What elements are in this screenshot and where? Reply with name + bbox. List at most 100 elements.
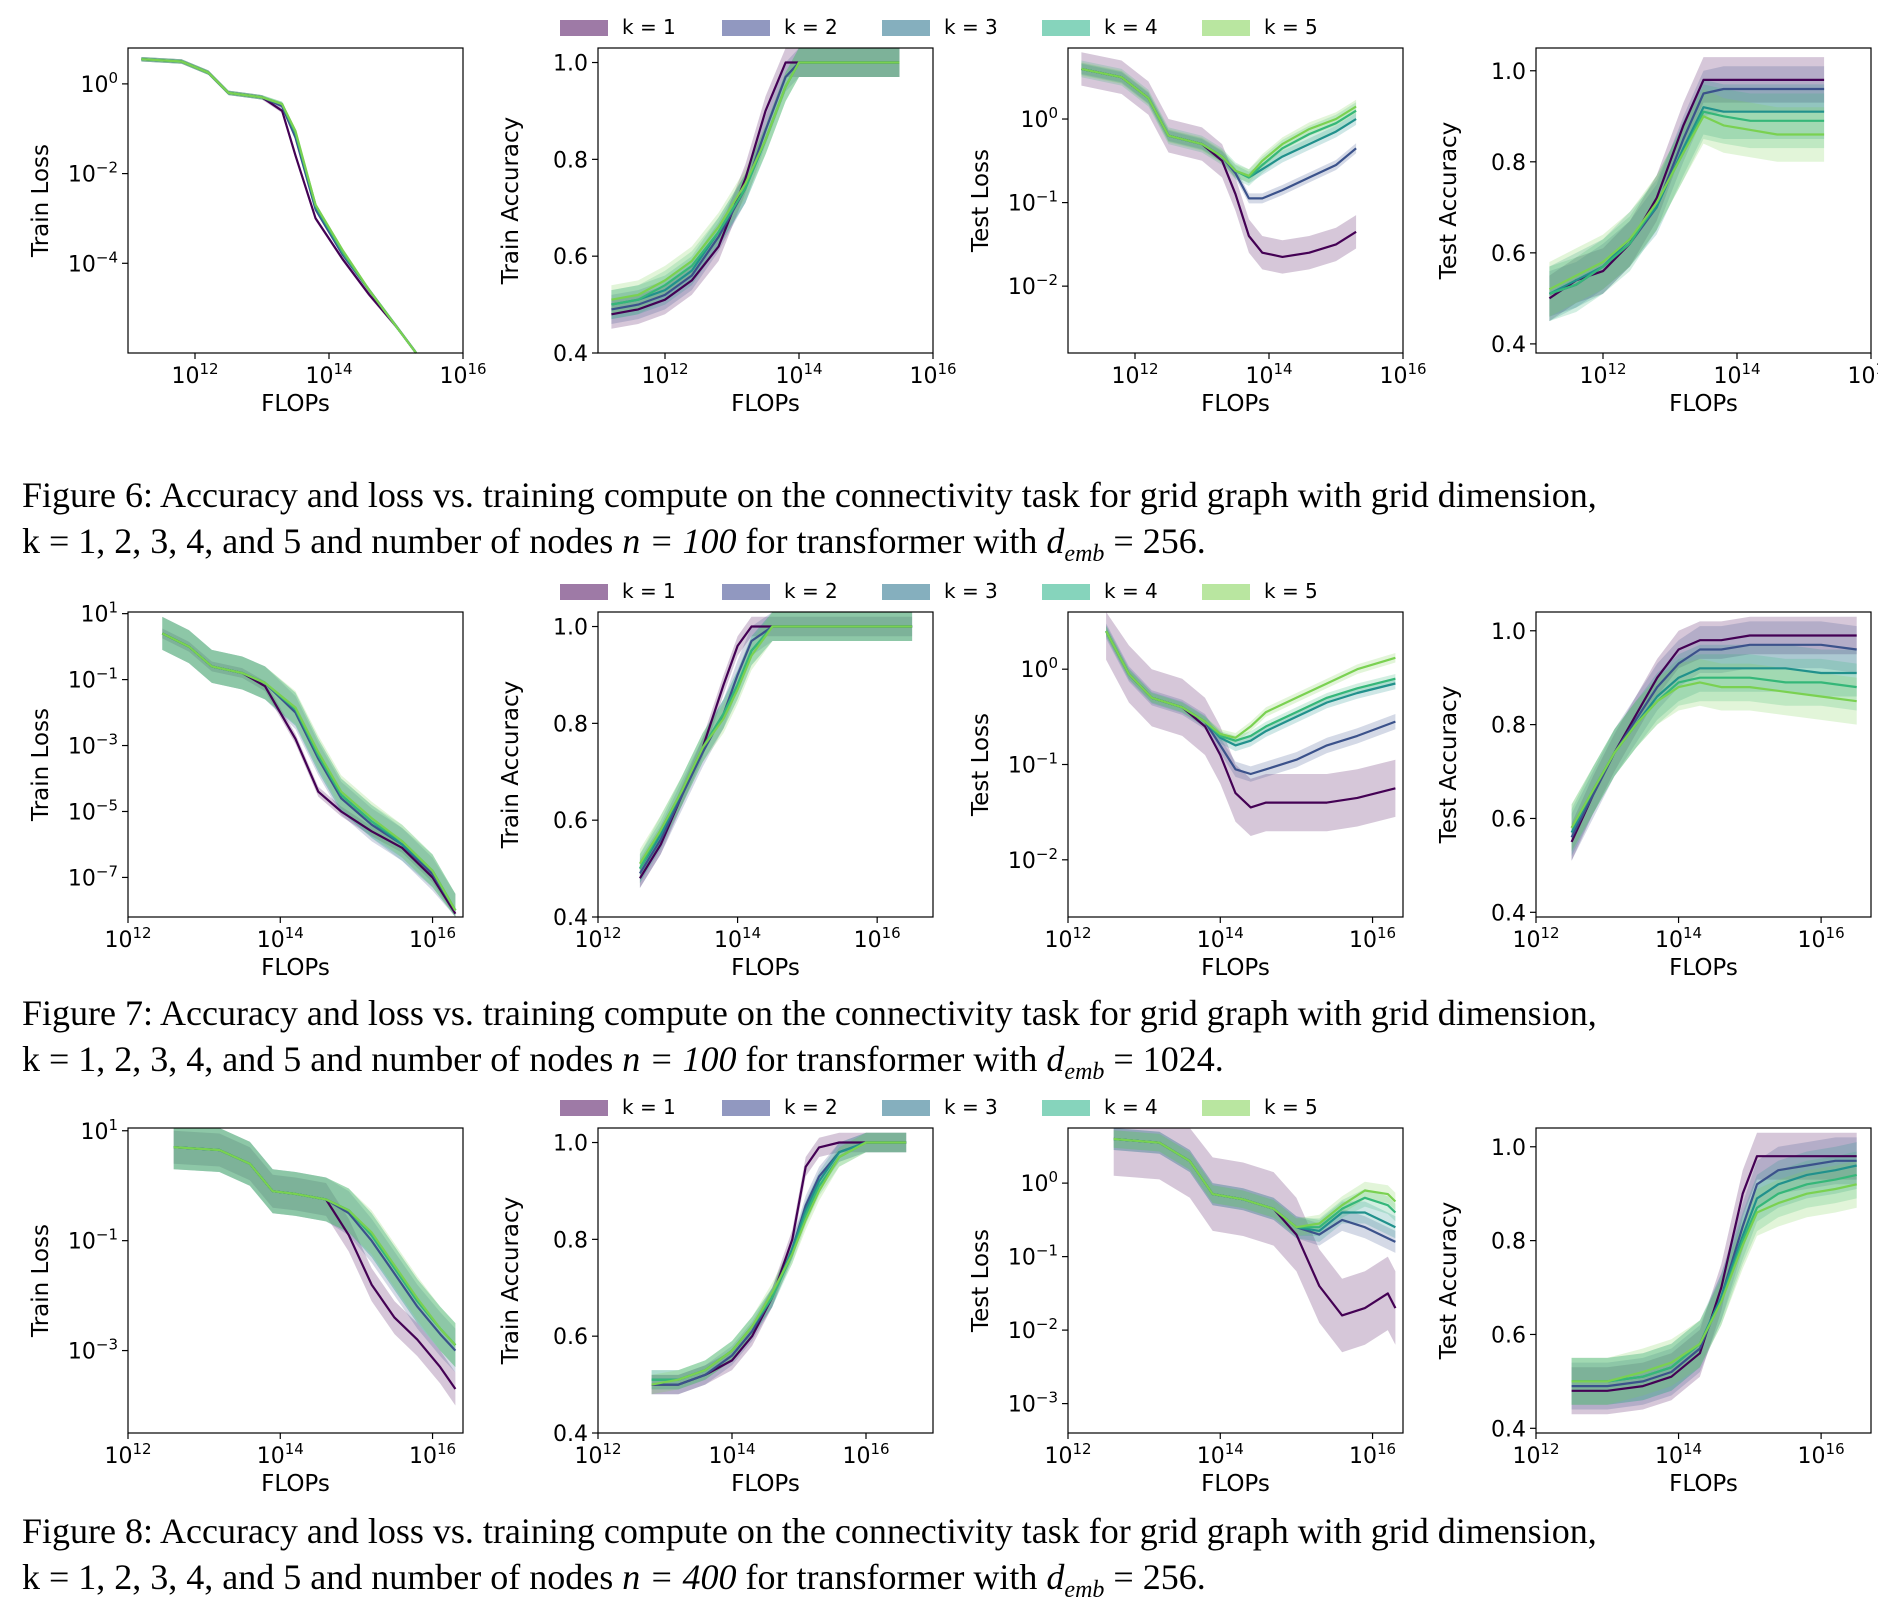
figure-caption: Figure 8: Accuracy and loss vs. training… [22, 1508, 1872, 1613]
series-line-k5 [1105, 630, 1396, 739]
x-tick-label: 1014 [257, 1440, 304, 1469]
y-tick-label: 1.0 [553, 1132, 588, 1157]
y-tick-label: 10−3 [1008, 1389, 1058, 1418]
series-band-k3 [639, 612, 913, 884]
series-band-k5 [611, 48, 900, 315]
series-band-k4 [1081, 60, 1357, 186]
y-axis-label: Train Accuracy [498, 117, 524, 286]
series-band-k4 [1571, 1151, 1857, 1405]
caption-text: for transformer with [745, 1039, 1038, 1079]
figure-number: Figure 6: [22, 475, 153, 515]
legend-label: k = 2 [784, 1095, 838, 1119]
legend-swatch [1202, 584, 1250, 600]
x-axis-label: FLOPs [731, 1471, 800, 1497]
y-tick-label: 0.4 [553, 342, 588, 367]
x-tick-label: 1016 [854, 924, 901, 953]
y-tick-label: 10−7 [68, 862, 118, 891]
x-tick-label: 1012 [1512, 924, 1559, 953]
series-band-k2 [173, 1128, 456, 1373]
series-line-k5 [1570, 681, 1857, 829]
series-line-k5 [638, 625, 913, 865]
x-axis-label: FLOPs [261, 955, 330, 981]
x-axis-label: FLOPs [261, 391, 330, 417]
caption-math: d [1046, 1557, 1065, 1597]
x-tick-label: 1014 [1655, 924, 1702, 953]
series-band-k5 [639, 612, 913, 879]
series-band-k3 [1571, 1142, 1857, 1405]
series-line-k4 [1549, 110, 1825, 295]
y-tick-label: 1.0 [553, 616, 588, 641]
y-axis-label: Test Accuracy [1436, 1202, 1462, 1361]
y-tick-label: 10−3 [68, 731, 118, 760]
y-tick-label: 0.6 [553, 809, 588, 834]
caption-math: emb [1064, 541, 1105, 568]
caption-text: k = 1, 2, 3, 4, and 5 and number of node… [22, 1039, 614, 1079]
series-line-k5 [1571, 1183, 1857, 1383]
caption-text: Accuracy and loss vs. training compute o… [160, 1511, 1597, 1551]
legend-swatch [1042, 584, 1090, 600]
series-band-k5 [173, 1128, 456, 1368]
series-band-k3 [611, 48, 900, 320]
x-tick-label: 1014 [1245, 360, 1292, 389]
caption-math: emb [1064, 1059, 1105, 1086]
plot-frame [1535, 1127, 1872, 1434]
x-tick-label: 1014 [775, 360, 822, 389]
caption-text: k = 1, 2, 3, 4, and 5 and number of node… [22, 1557, 614, 1597]
legend-label: k = 4 [1104, 15, 1158, 39]
y-tick-label: 1.0 [553, 52, 588, 77]
series-line-k5 [141, 58, 417, 354]
y-tick-label: 100 [1020, 654, 1058, 683]
series-band-k2 [1081, 63, 1357, 204]
plot-frame [127, 611, 464, 918]
y-tick-label: 0.8 [1491, 1230, 1526, 1255]
legend-label: k = 2 [784, 579, 838, 603]
plot-frame [1535, 611, 1872, 918]
series-line-k2 [1571, 1159, 1857, 1388]
y-tick-label: 0.6 [1491, 1323, 1526, 1348]
series-band-k1 [1113, 1128, 1396, 1353]
legend-swatch [1042, 1100, 1090, 1116]
y-tick-label: 10−2 [1008, 271, 1058, 300]
plot-frame [127, 47, 464, 354]
x-tick-label: 1014 [714, 924, 761, 953]
legend-label: k = 5 [1264, 579, 1318, 603]
y-axis-label: Train Accuracy [498, 1197, 524, 1366]
y-tick-label: 1.0 [1491, 60, 1526, 85]
series-band-k1 [611, 48, 900, 329]
legend-swatch [882, 584, 930, 600]
x-tick-label: 1014 [1713, 360, 1760, 389]
series-line-k5 [161, 632, 457, 911]
series-line-k2 [638, 625, 913, 874]
series-band-k4 [1549, 84, 1825, 322]
y-axis-label: Test Accuracy [1436, 122, 1462, 281]
series-band-k1 [1571, 616, 1857, 861]
caption-math: d [1046, 521, 1065, 561]
x-tick-label: 1016 [1798, 1440, 1845, 1469]
series-line-k5 [173, 1146, 457, 1346]
series-line-k4 [611, 61, 900, 306]
caption-line-1: Figure 6: Accuracy and loss vs. training… [22, 472, 1872, 518]
legend-label: k = 4 [1104, 1095, 1158, 1119]
chart-test-accuracy: 1012 1014 1016 0.4 0.6 0.8 1.0 FLOPs Test Accura… [1436, 1127, 1872, 1497]
plot-frame [1067, 47, 1404, 354]
series-line-k2 [651, 1141, 907, 1386]
series-line-k5 [1113, 1137, 1397, 1229]
y-tick-label: 0.8 [1491, 714, 1526, 739]
y-tick-label: 100 [80, 69, 118, 98]
caption-text: Accuracy and loss vs. training compute o… [160, 475, 1597, 515]
y-tick-label: 10−1 [1008, 1242, 1058, 1271]
x-tick-label: 1016 [439, 360, 486, 389]
series-band-k5 [141, 57, 417, 353]
y-tick-label: 100 [1020, 104, 1058, 133]
x-axis-label: FLOPs [1669, 955, 1738, 981]
y-axis-label: Test Loss [968, 713, 994, 817]
x-tick-label: 1016 [1798, 924, 1845, 953]
x-axis-label: FLOPs [1669, 1471, 1738, 1497]
y-tick-label: 101 [80, 1116, 118, 1145]
x-tick-label: 1012 [641, 360, 688, 389]
y-tick-label: 10−4 [68, 248, 118, 277]
y-tick-label: 0.6 [553, 1325, 588, 1350]
x-tick-label: 1012 [1512, 1440, 1559, 1469]
series-line-k5 [1548, 115, 1825, 291]
x-tick-label: 1012 [104, 1440, 151, 1469]
